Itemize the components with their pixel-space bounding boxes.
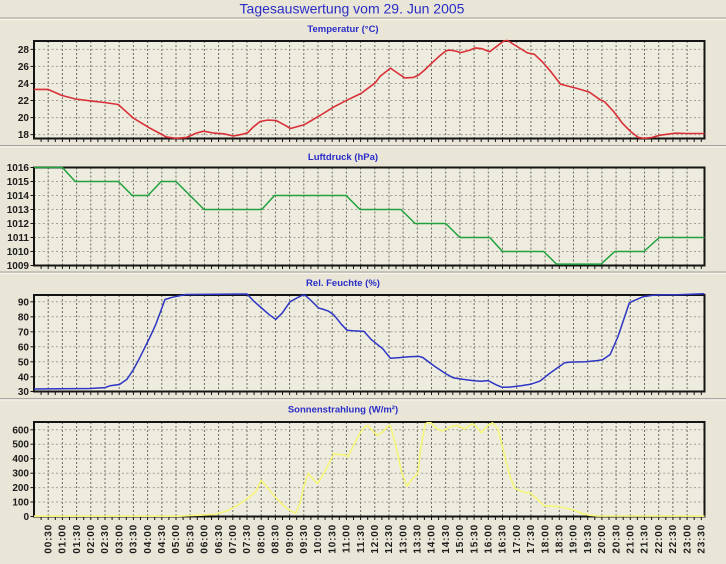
svg-text:20: 20 [18,113,30,124]
svg-text:19:00: 19:00 [569,524,580,554]
svg-text:05:30: 05:30 [185,524,196,554]
svg-text:02:00: 02:00 [86,524,97,554]
svg-text:23:00: 23:00 [682,524,693,554]
svg-text:90: 90 [18,297,30,308]
svg-text:07:00: 07:00 [228,524,239,554]
svg-text:13:30: 13:30 [413,524,424,554]
svg-text:18: 18 [18,130,30,141]
svg-text:19:30: 19:30 [583,524,594,554]
svg-text:21:30: 21:30 [640,524,651,554]
svg-text:12:30: 12:30 [384,524,395,554]
svg-text:01:30: 01:30 [72,524,83,554]
svg-text:80: 80 [18,312,30,323]
svg-text:0: 0 [23,512,29,523]
svg-text:15:30: 15:30 [469,524,480,554]
svg-text:1012: 1012 [7,219,30,230]
svg-text:1015: 1015 [7,177,30,188]
svg-text:400: 400 [12,454,29,465]
svg-text:60: 60 [18,342,30,353]
svg-text:21:00: 21:00 [626,524,637,554]
svg-text:Luftdruck (hPa): Luftdruck (hPa) [308,152,378,163]
svg-text:1014: 1014 [7,191,30,202]
svg-text:Tagesauswertung vom 29. Jun 20: Tagesauswertung vom 29. Jun 2005 [240,1,465,17]
svg-text:24: 24 [18,79,30,90]
svg-text:20:30: 20:30 [611,524,622,554]
svg-text:08:30: 08:30 [271,524,282,554]
svg-text:16:30: 16:30 [498,524,509,554]
svg-text:14:30: 14:30 [441,524,452,554]
svg-text:22: 22 [18,96,30,107]
svg-text:500: 500 [12,440,29,451]
svg-text:23:30: 23:30 [697,524,708,554]
svg-text:600: 600 [12,425,29,436]
svg-text:100: 100 [12,498,29,509]
svg-text:07:30: 07:30 [242,524,253,554]
svg-text:01:00: 01:00 [58,524,69,554]
svg-text:1009: 1009 [7,261,30,272]
svg-text:04:30: 04:30 [157,524,168,554]
svg-text:22:00: 22:00 [654,524,665,554]
svg-text:11:30: 11:30 [356,524,367,553]
svg-text:18:30: 18:30 [555,524,566,554]
svg-text:16:00: 16:00 [484,524,495,554]
svg-text:200: 200 [12,483,29,494]
svg-text:09:30: 09:30 [299,524,310,554]
svg-text:50: 50 [18,357,30,368]
svg-text:09:00: 09:00 [285,524,296,554]
svg-text:02:30: 02:30 [100,524,111,554]
svg-text:1011: 1011 [7,233,29,244]
svg-text:40: 40 [18,372,30,383]
svg-text:Sonnenstrahlung (W/m²): Sonnenstrahlung (W/m²) [288,405,398,416]
svg-text:11:00: 11:00 [342,524,353,553]
svg-text:00:30: 00:30 [43,524,54,554]
svg-text:10:00: 10:00 [313,524,324,554]
svg-text:Temperatur (°C): Temperatur (°C) [307,24,378,35]
svg-text:06:00: 06:00 [200,524,211,554]
svg-text:22:30: 22:30 [668,524,679,554]
svg-text:15:00: 15:00 [455,524,466,554]
svg-text:14:00: 14:00 [427,524,438,554]
svg-text:1010: 1010 [7,247,30,258]
svg-text:04:00: 04:00 [143,524,154,554]
svg-text:28: 28 [18,45,30,56]
svg-text:05:00: 05:00 [171,524,182,554]
svg-text:300: 300 [12,469,29,480]
svg-text:1016: 1016 [7,163,30,174]
svg-text:1013: 1013 [7,205,30,216]
svg-text:03:30: 03:30 [129,524,140,554]
svg-text:06:30: 06:30 [214,524,225,554]
svg-text:17:00: 17:00 [512,524,523,554]
svg-text:03:00: 03:00 [114,524,125,554]
svg-text:10:30: 10:30 [327,524,338,554]
svg-text:26: 26 [18,62,30,73]
svg-text:Rel. Feuchte (%): Rel. Feuchte (%) [306,278,380,289]
svg-text:12:00: 12:00 [370,524,381,554]
svg-text:18:00: 18:00 [540,524,551,554]
svg-text:20:00: 20:00 [597,524,608,554]
svg-text:30: 30 [18,387,30,398]
svg-text:70: 70 [18,327,30,338]
svg-text:08:00: 08:00 [256,524,267,554]
svg-text:13:00: 13:00 [398,524,409,554]
svg-text:17:30: 17:30 [526,524,537,554]
